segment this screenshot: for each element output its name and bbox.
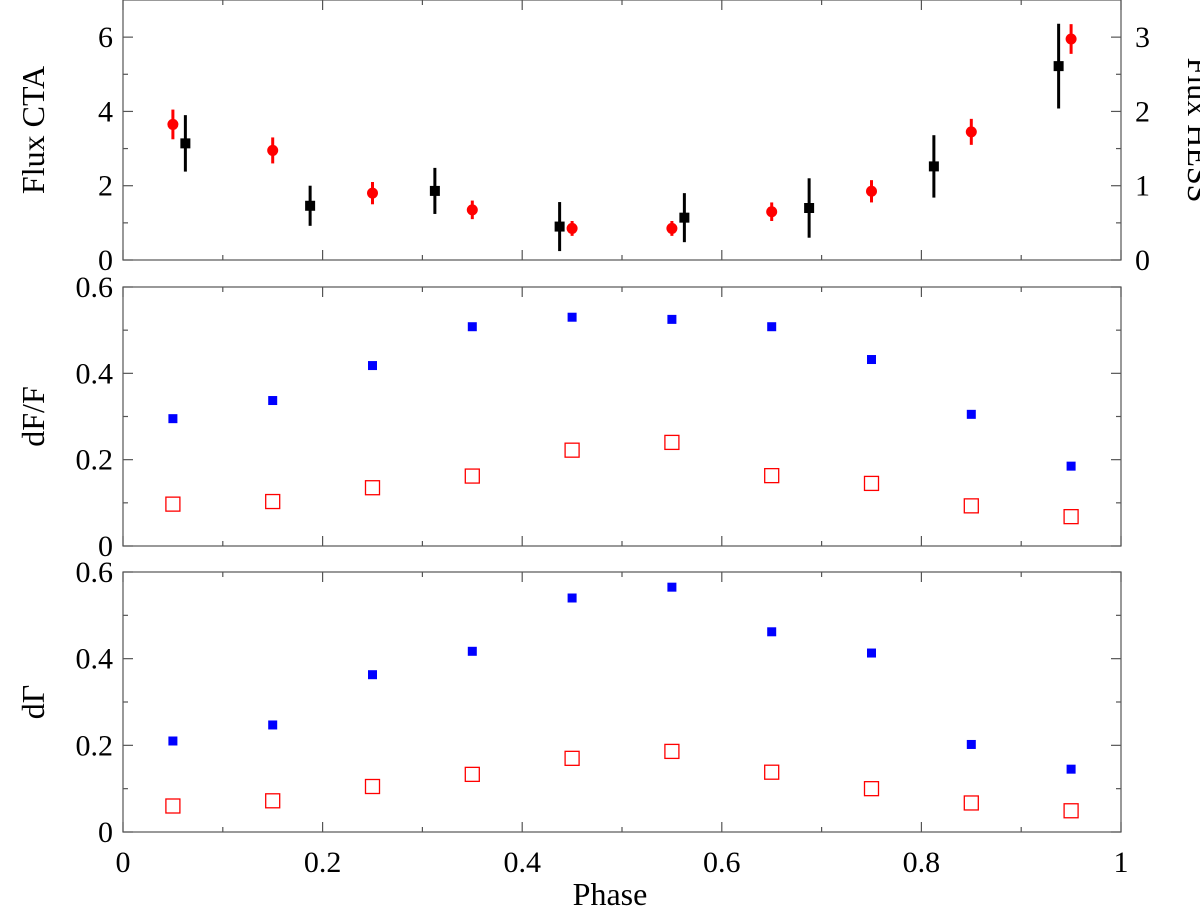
panel-flux-y2-tick-label: 3 — [1135, 21, 1150, 54]
data-point — [466, 204, 478, 216]
data-point — [167, 118, 179, 130]
data-point — [554, 221, 565, 232]
panel-dF-y-axis-title: dF/F — [15, 386, 51, 446]
x-tick-label: 0.8 — [903, 846, 941, 879]
panel-dGamma-y-tick-label: 0.6 — [76, 556, 114, 589]
panel-flux-y2-tick-label: 0 — [1135, 244, 1150, 277]
panel-dGamma-y-tick-label: 0.2 — [76, 729, 114, 762]
data-point — [804, 203, 815, 213]
data-point — [464, 468, 480, 484]
data-point — [963, 498, 979, 514]
data-point — [429, 185, 440, 196]
data-point — [168, 736, 178, 746]
data-point — [866, 185, 877, 197]
data-point — [364, 480, 381, 496]
panel-flux-y2-tick-label: 2 — [1135, 95, 1150, 128]
data-point — [168, 414, 178, 424]
panel-flux-y-axis-title: Flux CTA — [15, 66, 51, 194]
panel-flux-y2-tick-label: 1 — [1135, 170, 1150, 203]
x-tick-label: 0 — [116, 846, 131, 879]
data-point — [767, 322, 777, 332]
data-point — [1063, 508, 1079, 525]
panel-flux-y-tick-label: 6 — [98, 21, 113, 54]
panel-dF-y-tick-label: 0 — [98, 530, 113, 563]
data-point — [764, 764, 780, 780]
data-point — [267, 144, 279, 156]
data-point — [965, 126, 977, 138]
data-point — [564, 750, 580, 766]
data-point — [564, 442, 580, 458]
panel-flux-y-tick-label: 2 — [98, 170, 113, 203]
data-point — [667, 582, 677, 592]
data-point — [180, 138, 191, 149]
data-point — [567, 312, 577, 322]
data-point — [367, 187, 378, 199]
data-point — [867, 648, 876, 658]
panel-dF-y-tick-label: 0.4 — [76, 357, 114, 390]
data-point — [467, 646, 477, 656]
data-point — [928, 161, 939, 172]
data-point — [268, 720, 278, 730]
data-point — [966, 409, 976, 419]
data-point — [368, 670, 377, 680]
data-point — [467, 322, 477, 332]
x-axis-title: Phase — [573, 876, 648, 912]
data-point — [368, 361, 377, 371]
data-point — [766, 206, 778, 218]
data-point — [265, 793, 281, 809]
data-point — [464, 766, 480, 783]
panel-flux-y2-axis-title: Flux HESS — [1181, 58, 1200, 203]
data-point — [667, 314, 677, 324]
data-point — [1066, 764, 1076, 774]
data-point — [863, 475, 880, 492]
data-point — [1063, 803, 1079, 819]
panel-dGamma-y-tick-label: 0 — [98, 816, 113, 849]
panel-flux-y-tick-label: 4 — [98, 95, 113, 128]
panel-dF-y-tick-label: 0.2 — [76, 444, 114, 477]
x-tick-label: 0.2 — [304, 846, 342, 879]
data-point — [664, 743, 680, 760]
data-point — [165, 496, 181, 512]
data-point — [867, 355, 876, 365]
x-tick-label: 0.6 — [703, 846, 741, 879]
x-tick-label: 0.4 — [503, 846, 541, 879]
data-point — [679, 212, 690, 223]
data-point — [666, 222, 678, 234]
panel-flux-y-tick-label: 0 — [98, 244, 113, 277]
data-point — [567, 593, 577, 603]
data-point — [767, 627, 777, 637]
data-point — [305, 200, 316, 211]
data-point — [265, 493, 281, 510]
data-point — [966, 739, 976, 749]
data-point — [664, 434, 680, 451]
data-point — [1066, 461, 1076, 471]
data-point — [963, 795, 979, 811]
data-point — [364, 778, 381, 795]
data-point — [1053, 61, 1064, 72]
data-point — [566, 222, 578, 234]
panel-dGamma-frame — [122, 571, 1122, 833]
data-point — [863, 781, 880, 797]
data-point — [165, 798, 181, 814]
panel-dF-y-tick-label: 0.6 — [76, 271, 114, 304]
panel-dGamma-y-tick-label: 0.4 — [76, 643, 114, 676]
data-point — [764, 467, 780, 484]
panel-dGamma-y-axis-title: dΓ — [15, 685, 51, 720]
data-point — [268, 396, 278, 406]
x-tick-label: 1 — [1114, 846, 1129, 879]
data-point — [1065, 33, 1077, 45]
